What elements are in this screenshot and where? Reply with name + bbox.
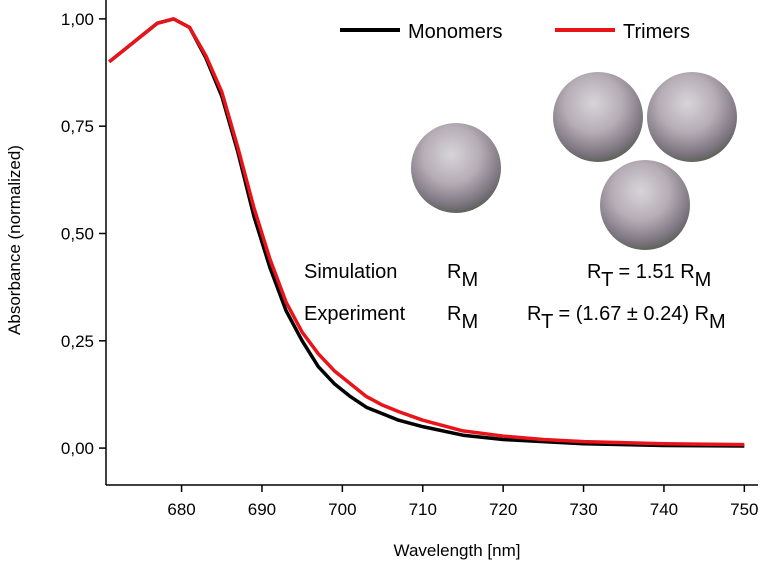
sphere: [553, 72, 643, 162]
annotation-text: Simulation: [304, 261, 397, 283]
x-axis-label: Wavelength [nm]: [394, 541, 521, 560]
annotation: RT = 1.51 RM: [587, 261, 711, 291]
annotation-text: = 1.51 R: [613, 261, 695, 283]
x-tick-label: 680: [167, 500, 195, 519]
y-tick-label: 0,50: [61, 224, 94, 243]
subscript: M: [461, 311, 478, 333]
y-tick-label: 0,75: [61, 117, 94, 136]
annotation: RM: [447, 261, 478, 291]
annotation-text: = (1.67 ± 0.24) R: [553, 303, 709, 325]
x-tick-label: 720: [489, 500, 517, 519]
annotation-text: R: [527, 303, 541, 325]
subscript: T: [541, 311, 553, 333]
annotation: RM: [447, 303, 478, 333]
y-tick-label: 1,00: [61, 10, 94, 29]
sphere: [411, 123, 501, 213]
annotation-text: R: [587, 261, 601, 283]
annotation-text: R: [447, 261, 461, 283]
series-line: [108, 17, 745, 447]
subscript: M: [709, 311, 726, 333]
annotation-text: R: [447, 303, 461, 325]
annotation: Experiment: [304, 303, 406, 325]
y-tick-label: 0,25: [61, 332, 94, 351]
legend-label: Monomers: [408, 21, 502, 43]
sphere: [600, 160, 690, 250]
y-tick-label: 0,00: [61, 439, 94, 458]
x-tick-label: 740: [650, 500, 678, 519]
subscript: M: [695, 269, 712, 291]
annotation: RT = (1.67 ± 0.24) RM: [527, 303, 726, 333]
x-tick-label: 690: [248, 500, 276, 519]
y-axis-label: Absorbance (normalized): [5, 145, 24, 335]
subscript: T: [601, 269, 613, 291]
subscript: M: [461, 269, 478, 291]
spheres: [411, 72, 737, 250]
x-tick-label: 750: [730, 500, 758, 519]
legend-label: Trimers: [623, 21, 690, 43]
x-tick-label: 730: [569, 500, 597, 519]
annotation-text: Experiment: [304, 303, 406, 325]
annotation: Simulation: [304, 261, 397, 283]
x-tick-label: 710: [409, 500, 437, 519]
sphere: [647, 72, 737, 162]
x-tick-label: 700: [328, 500, 356, 519]
